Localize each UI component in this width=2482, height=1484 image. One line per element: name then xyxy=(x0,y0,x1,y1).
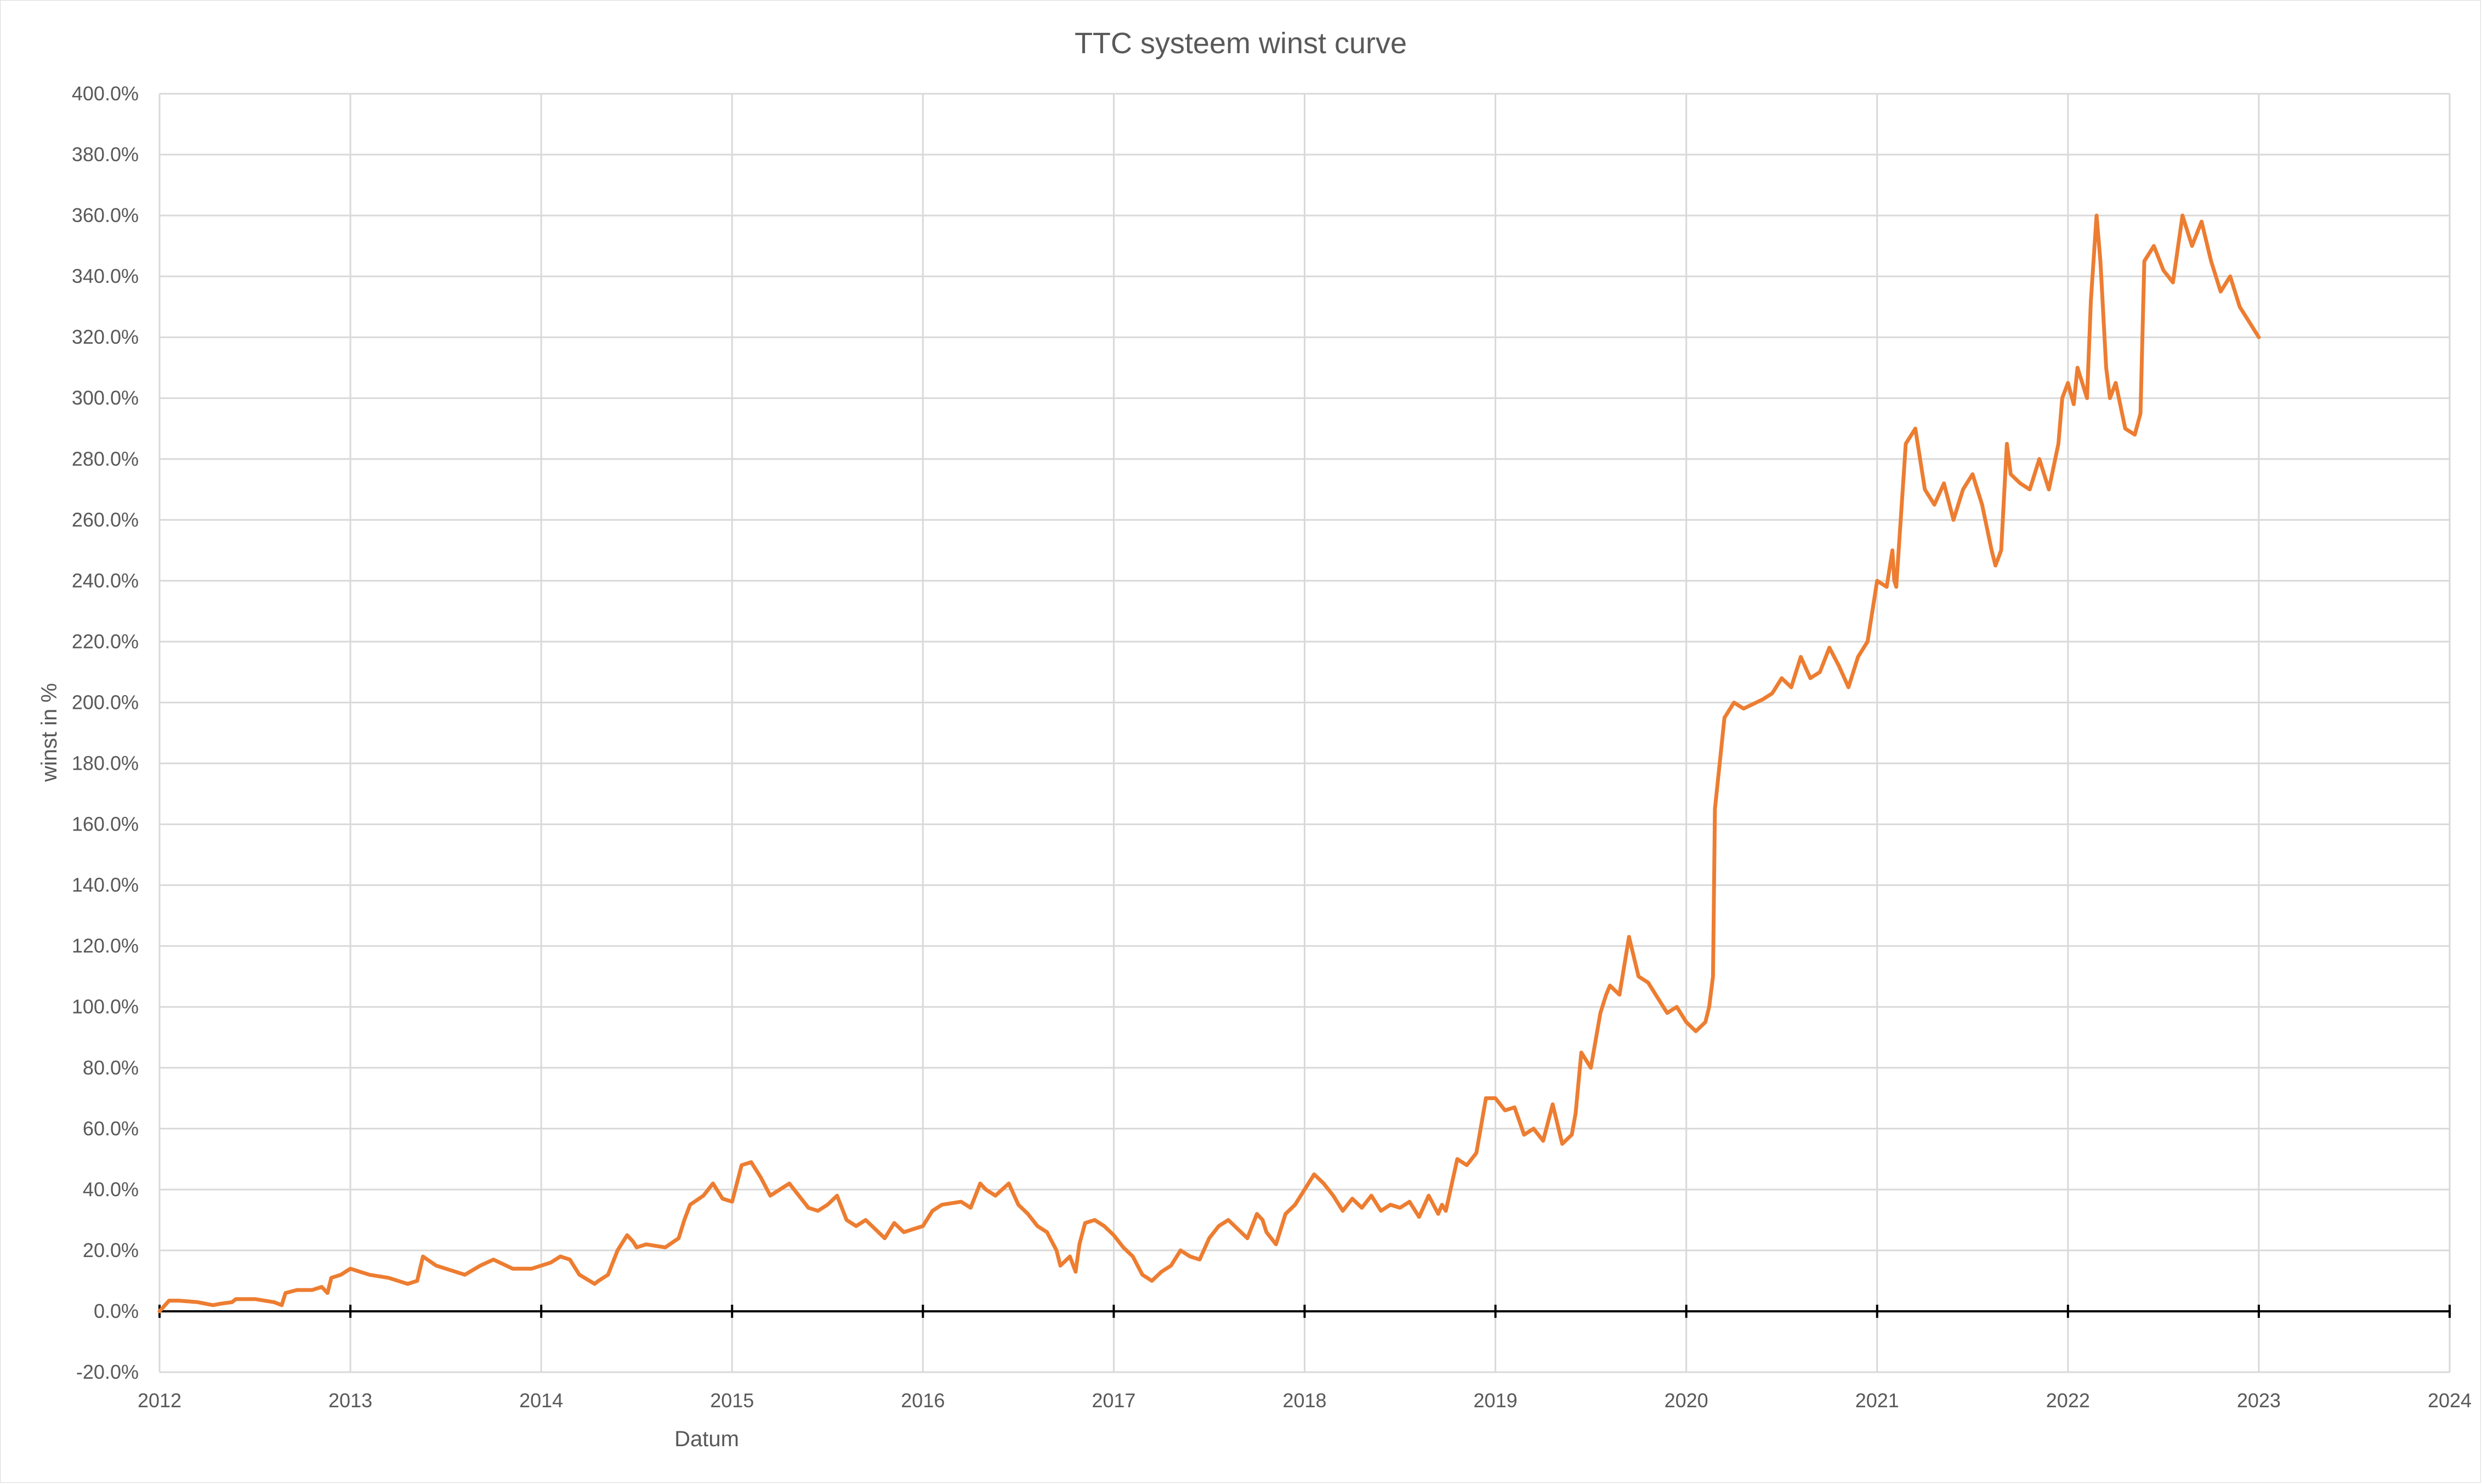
y-tick-label: 400.0% xyxy=(72,82,139,105)
y-tick-label: 200.0% xyxy=(72,691,139,713)
y-tick-label: 40.0% xyxy=(83,1178,139,1201)
x-tick-label: 2020 xyxy=(1665,1389,1708,1412)
gridlines xyxy=(158,93,2451,1373)
y-axis-title: winst in % xyxy=(37,683,61,782)
y-tick-label: 140.0% xyxy=(72,874,139,896)
y-tick-label: 240.0% xyxy=(72,569,139,592)
y-tick-label: 100.0% xyxy=(72,996,139,1018)
y-tick-label: 280.0% xyxy=(72,447,139,470)
y-tick-label: 80.0% xyxy=(83,1056,139,1079)
x-tick-label: 2017 xyxy=(1092,1389,1135,1412)
y-tick-label: 360.0% xyxy=(72,204,139,226)
x-tick-label: 2021 xyxy=(1855,1389,1899,1412)
x-tick-label: 2016 xyxy=(901,1389,945,1412)
y-tick-label: 180.0% xyxy=(72,752,139,775)
x-tick-label: 2013 xyxy=(328,1389,372,1412)
x-tick-label: 2014 xyxy=(519,1389,563,1412)
y-tick-label: 380.0% xyxy=(72,143,139,166)
y-tick-label: 220.0% xyxy=(72,630,139,652)
x-tick-label: 2023 xyxy=(2237,1389,2281,1412)
x-axis-tick-labels: 2012 2013 2014 2015 2016 2017 2018 2019 2020 2021… xyxy=(138,1389,2472,1412)
series-line-0 xyxy=(157,213,2261,1314)
x-tick-label: 2024 xyxy=(2428,1389,2472,1412)
x-tick-label: 2015 xyxy=(710,1389,754,1412)
y-tick-label: 160.0% xyxy=(72,813,139,835)
x-tick-label: 2012 xyxy=(138,1389,181,1412)
y-tick-label: 340.0% xyxy=(72,265,139,287)
series-layer xyxy=(157,213,2261,1314)
y-tick-label: 20.0% xyxy=(83,1239,139,1261)
y-tick-label: 260.0% xyxy=(72,508,139,531)
y-axis-tick-labels: -20.0% 0.0% 20.0% 40.0% 60.0% 80.0% 100.0% 120.… xyxy=(72,82,139,1383)
y-tick-label: 320.0% xyxy=(72,326,139,348)
y-tick-label: 60.0% xyxy=(83,1117,139,1140)
chart-title: TTC systeem winst curve xyxy=(1075,27,1407,60)
x-tick-label: 2018 xyxy=(1282,1389,1326,1412)
y-tick-label: 0.0% xyxy=(94,1300,139,1322)
x-tick-label: 2022 xyxy=(2046,1389,2090,1412)
x-axis-title: Datum xyxy=(674,1427,739,1451)
y-tick-label: 300.0% xyxy=(72,386,139,409)
y-tick-label: -20.0% xyxy=(76,1361,139,1383)
x-tick-label: 2019 xyxy=(1474,1389,1518,1412)
y-tick-label: 120.0% xyxy=(72,935,139,957)
